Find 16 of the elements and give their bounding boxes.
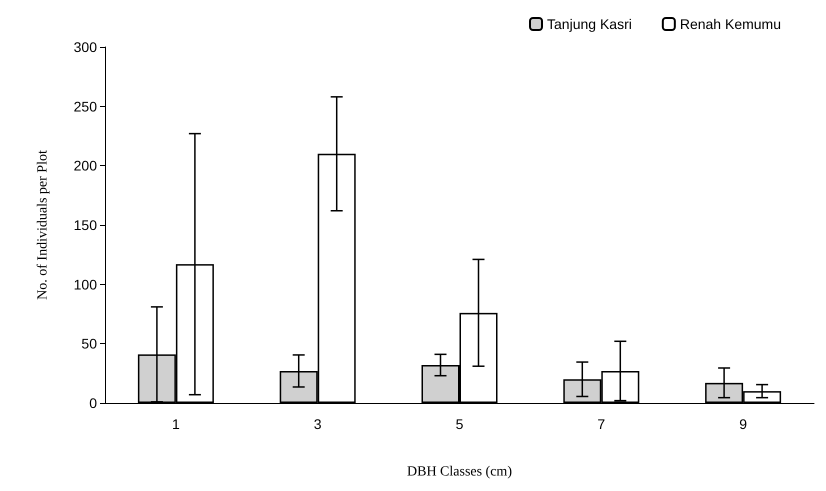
y-axis-title: No. of Individuals per Plot — [36, 150, 50, 300]
x-tick-label: 5 — [456, 416, 464, 432]
y-tick-label: 250 — [74, 98, 98, 114]
x-tick-label: 7 — [597, 416, 606, 432]
y-tick-label: 100 — [74, 276, 98, 292]
x-tick-label: 3 — [314, 416, 322, 432]
y-tick-label: 200 — [74, 158, 98, 174]
legend-label: Tanjung Kasri — [547, 16, 632, 32]
x-tick-label: 1 — [172, 416, 180, 432]
legend-label: Renah Kemumu — [680, 16, 782, 32]
x-axis-title: DBH Classes (cm) — [407, 464, 512, 480]
y-tick-label: 50 — [81, 336, 98, 352]
y-tick-label: 150 — [74, 217, 98, 233]
y-tick-label: 0 — [89, 395, 98, 411]
y-tick-label: 300 — [74, 39, 98, 55]
x-tick-label: 9 — [739, 416, 748, 432]
